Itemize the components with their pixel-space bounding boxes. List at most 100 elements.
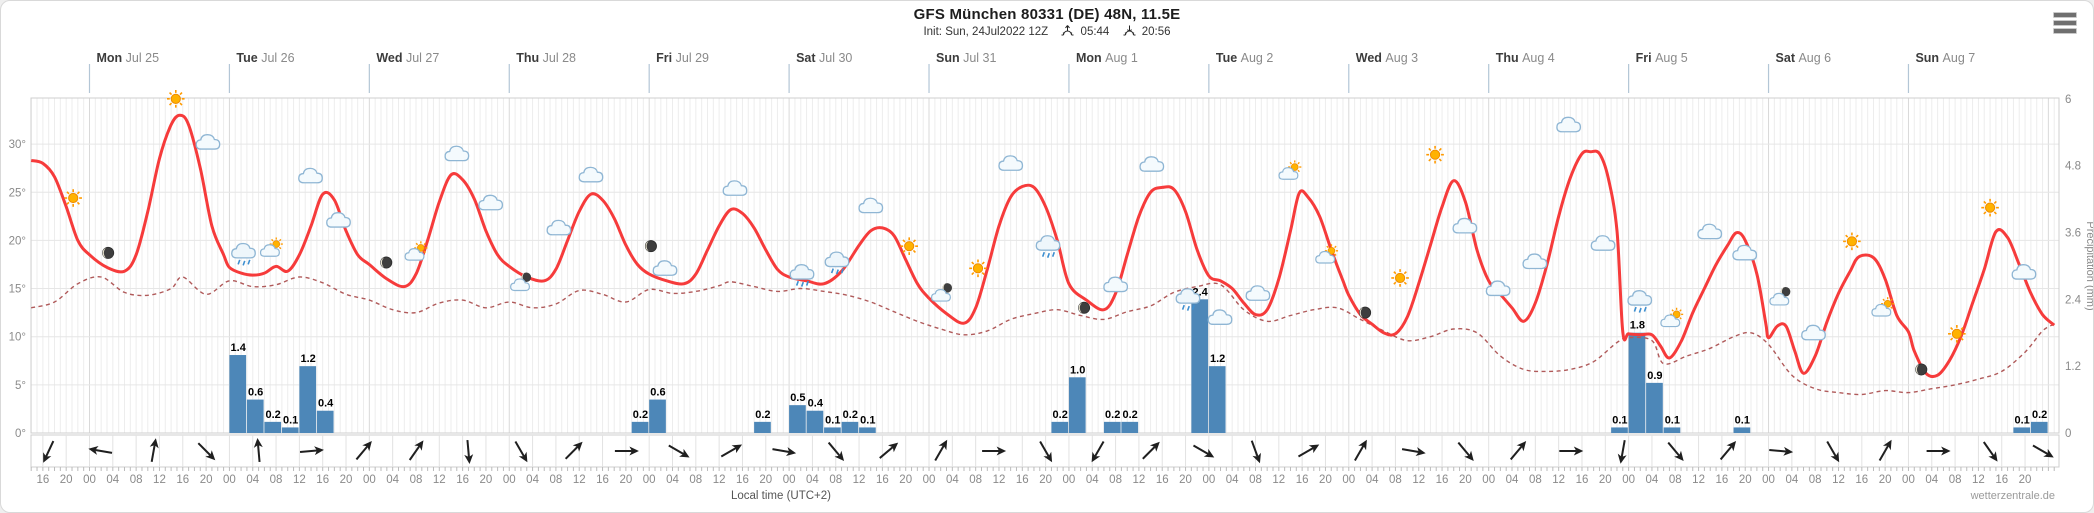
cloud-icon: [1103, 276, 1129, 293]
precip-value-label: 0.5: [790, 392, 805, 404]
precip-bar: [316, 410, 334, 433]
sunset-icon: [1123, 24, 1136, 40]
plot-border: [30, 97, 2060, 434]
hour-tick-label: 04: [386, 474, 399, 486]
precip-value-label: 0.2: [633, 409, 648, 421]
cloud-icon: [1697, 223, 1723, 240]
sunset-time: 20:56: [1141, 26, 1171, 38]
precip-value-label: 0.2: [1123, 409, 1138, 421]
hour-tick-label: 20: [759, 474, 772, 486]
hour-tick-label: 12: [713, 474, 726, 486]
cloud-icon: [1732, 244, 1758, 261]
precip-value-label: 1.2: [300, 353, 315, 365]
hour-tick-label: 08: [689, 474, 702, 486]
day-header-label: Thu Jul 28: [516, 51, 576, 65]
hour-tick-label: 12: [153, 474, 166, 486]
cloud-icon: [444, 145, 470, 162]
hour-tick-label: 08: [410, 474, 423, 486]
hour-tick-label: 00: [783, 474, 796, 486]
hour-tick-label: 08: [1389, 474, 1402, 486]
wind-arrow-icon: [1982, 441, 1998, 462]
dewpoint-curve: [31, 275, 2055, 396]
hour-tick-label: 04: [946, 474, 959, 486]
wind-arrow-icon: [879, 442, 899, 459]
hour-tick-label: 16: [1436, 474, 1449, 486]
cloud-icon: [478, 194, 504, 211]
sun-icon: [1425, 145, 1445, 165]
hour-tick-label: 12: [1832, 474, 1845, 486]
precip-bar: [649, 399, 666, 433]
cloud-icon: [2011, 264, 2037, 280]
hour-tick-label: 00: [1622, 474, 1635, 486]
hour-tick-label: 12: [853, 474, 866, 486]
precip-value-label: 1.4: [231, 342, 247, 354]
hour-tick-label: 04: [1366, 474, 1379, 486]
precip-bar: [264, 421, 282, 433]
hour-tick-label: 12: [1272, 474, 1285, 486]
precip-value-label: 0.2: [265, 409, 280, 421]
precip-tick-label: 2.4: [2065, 294, 2082, 306]
day-header-label: Tue Jul 26: [236, 51, 294, 65]
hour-tick-label: 20: [1739, 474, 1752, 486]
hamburger-menu-icon[interactable]: [2053, 12, 2077, 36]
precip-tick-label: 0: [2065, 428, 2071, 440]
wind-arrow-icon: [464, 439, 474, 464]
hour-tick-label: 20: [200, 474, 213, 486]
hour-tick-label: 12: [433, 474, 446, 486]
hour-tick-label: 20: [1879, 474, 1892, 486]
hour-tick-label: 04: [806, 474, 819, 486]
day-header-label: Sun Jul 31: [936, 51, 996, 65]
hour-tick-label: 16: [736, 474, 749, 486]
precip-value-label: 0.2: [1105, 409, 1120, 421]
hour-tick-label: 16: [316, 474, 329, 486]
wind-arrow-icon: [720, 444, 743, 458]
hour-labels: 16 20 00 04 08 12 16 20 00 04 08 12 16 20 00 04 08 12 16 20…: [36, 474, 2031, 486]
precip-bar: [281, 427, 299, 433]
cloud-icon: [326, 212, 351, 228]
wind-arrow-icon: [1667, 441, 1684, 461]
hour-tick-label: 00: [1762, 474, 1775, 486]
hour-tick-label: 08: [969, 474, 982, 486]
temp-tick-label: 25°: [9, 187, 26, 199]
wind-arrow-icon: [827, 441, 845, 461]
precip-value-label: 0.2: [755, 409, 770, 421]
hour-tick-label: 00: [1482, 474, 1495, 486]
hour-tick-label: 16: [1576, 474, 1589, 486]
wind-arrow-icon: [1719, 441, 1737, 461]
precip-value-label: 0.1: [860, 414, 875, 426]
precip-bar: [806, 410, 824, 433]
hour-tick-label: 20: [340, 474, 353, 486]
precip-value-label: 1.8: [1630, 320, 1645, 332]
hour-tick-label: 12: [1972, 474, 1985, 486]
wind-arrow-icon: [197, 442, 216, 461]
wind-arrow-icon: [88, 445, 113, 455]
precip-tick-label: 1.2: [2065, 361, 2081, 373]
hour-tick-label: 08: [1529, 474, 1542, 486]
hour-tick-label: 00: [923, 474, 936, 486]
wind-arrow-icon: [1039, 440, 1053, 463]
precip-bar: [246, 399, 264, 433]
precip-bar: [1191, 299, 1209, 433]
hour-tick-label: 08: [829, 474, 842, 486]
hour-tick-label: 16: [1296, 474, 1309, 486]
cloud-icon: [652, 260, 678, 276]
wind-arrow-icon: [299, 446, 324, 456]
precip-bar: [1646, 382, 1663, 433]
hour-tick-label: 20: [1459, 474, 1472, 486]
hour-tick-label: 04: [1925, 474, 1938, 486]
wind-arrow-icon: [1878, 439, 1892, 462]
hour-tick-label: 20: [619, 474, 632, 486]
temp-tick-label: 5°: [15, 380, 26, 392]
hour-tick-label: 20: [1599, 474, 1612, 486]
hour-tick-label: 20: [1319, 474, 1332, 486]
hour-tick-label: 08: [1249, 474, 1262, 486]
moon-icon: [380, 256, 393, 269]
hour-tick-label: 00: [83, 474, 96, 486]
cloud-icon: [722, 180, 748, 196]
hour-tick-label: 04: [1226, 474, 1239, 486]
day-header-label: Thu Aug 4: [1496, 51, 1555, 65]
hour-tick-label: 20: [1179, 474, 1192, 486]
wind-arrow-icon: [408, 440, 424, 461]
hour-tick-label: 00: [1202, 474, 1215, 486]
